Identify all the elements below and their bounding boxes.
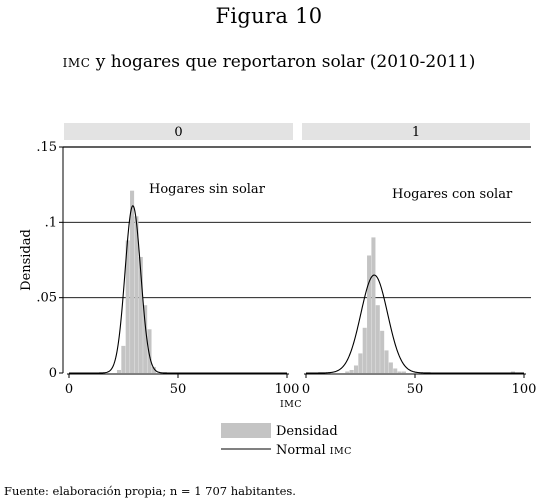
y-axis-label: Densidad bbox=[19, 229, 34, 291]
y-tick-label-0: 0 bbox=[49, 366, 57, 381]
histogram-bar-p1-6 bbox=[371, 237, 376, 373]
histogram-bar-p0-2 bbox=[125, 240, 130, 373]
figure-subtitle: IMC y hogares que reportaron solar (2010… bbox=[0, 52, 538, 72]
histogram-bar-p1-0 bbox=[345, 371, 350, 373]
histogram-bar-p1-14 bbox=[510, 371, 515, 373]
x-tick-label-p1-0: 0 bbox=[302, 382, 310, 397]
source-note: Fuente: elaboración propia; n = 1 707 ha… bbox=[4, 484, 296, 498]
x-tick-label-p0-2: 100 bbox=[275, 382, 300, 397]
histogram-bar-p0-0 bbox=[116, 369, 122, 373]
panel-label-0: 0 bbox=[174, 125, 182, 140]
legend-swatch-bar bbox=[221, 423, 271, 438]
panel-strip-1 bbox=[302, 123, 530, 140]
histogram-bar-p1-7 bbox=[375, 305, 380, 373]
histogram-bar-p1-5 bbox=[367, 255, 372, 373]
histogram-bar-p0-1 bbox=[121, 345, 126, 373]
legend-label-density: Densidad bbox=[276, 424, 338, 439]
y-tick-label-2: .1 bbox=[45, 215, 57, 230]
legend-label-normal-abbr: IMC bbox=[330, 446, 352, 457]
histogram-bar-p0-3 bbox=[130, 190, 135, 373]
histogram-bar-p1-8 bbox=[380, 330, 385, 373]
y-tick-label-1: .05 bbox=[36, 291, 57, 306]
panel-label-1: 1 bbox=[412, 125, 420, 140]
histogram-bar-p1-12 bbox=[397, 371, 402, 373]
histogram-bar-p0-4 bbox=[134, 216, 139, 373]
histogram-bar-p0-6 bbox=[143, 305, 148, 373]
histogram-bar-p1-9 bbox=[384, 350, 389, 373]
histogram-bar-p0-8 bbox=[151, 366, 156, 373]
normal-curve-p0 bbox=[69, 205, 287, 374]
histogram-chart: 0 1 0 .05 .1 .15 Densidad 0 50 100 Hogares sin sol… bbox=[19, 123, 537, 458]
histogram-bar-p0-5 bbox=[138, 256, 143, 373]
x-axis-label: IMC bbox=[280, 399, 302, 410]
subtitle-abbr: IMC bbox=[62, 56, 91, 70]
panel-strip-0 bbox=[64, 123, 293, 140]
legend-label-normal: Normal IMC bbox=[276, 443, 352, 458]
figure-title: Figura 10 bbox=[215, 4, 323, 28]
histogram-bar-p1-4 bbox=[362, 327, 367, 373]
histogram-bar-p1-13 bbox=[401, 371, 406, 373]
histogram-bar-p1-2 bbox=[353, 365, 359, 373]
x-tick-label-p0-0: 0 bbox=[65, 382, 73, 397]
x-tick-label-p1-2: 100 bbox=[512, 382, 537, 397]
normal-curve-p1 bbox=[306, 274, 524, 374]
x-tick-label-p1-1: 50 bbox=[407, 382, 424, 397]
panel-annotation-p1: Hogares con solar bbox=[392, 187, 513, 202]
panel-annotation-p0: Hogares sin solar bbox=[149, 182, 266, 197]
y-tick-label-3: .15 bbox=[36, 140, 57, 155]
histogram-bar-p0-7 bbox=[147, 329, 152, 373]
histogram-bar-p1-1 bbox=[349, 369, 354, 373]
histogram-bar-p1-10 bbox=[388, 362, 393, 373]
subtitle-rest: y hogares que reportaron solar (2010-201… bbox=[90, 52, 476, 72]
histogram-bar-p1-11 bbox=[393, 368, 398, 373]
histogram-bar-p1-3 bbox=[358, 353, 363, 373]
x-tick-label-p0-1: 50 bbox=[170, 382, 187, 397]
